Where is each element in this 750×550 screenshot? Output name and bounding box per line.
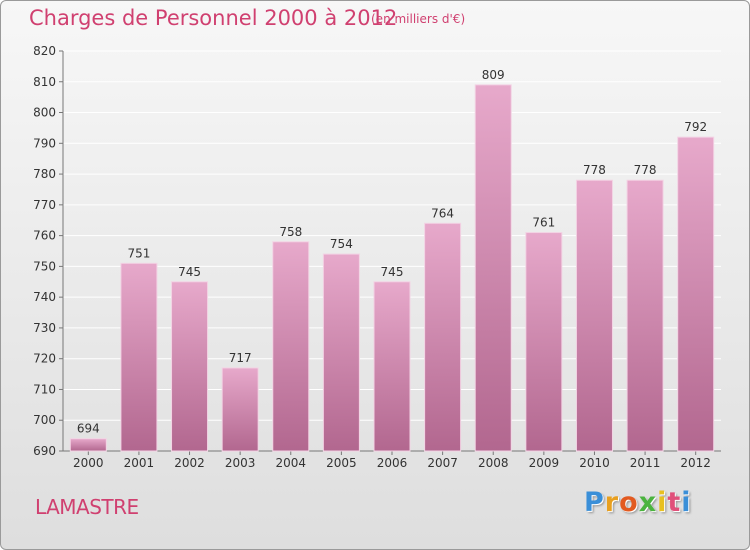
data-label: 758: [279, 225, 302, 239]
data-label: 754: [330, 237, 353, 251]
logo-letter: P: [584, 487, 605, 518]
data-label: 778: [634, 163, 657, 177]
bar: [171, 281, 209, 452]
labels: 690 700 710 720 730 740 750 760 770 780 790 800 810 8…: [33, 44, 711, 470]
data-label: 778: [583, 163, 606, 177]
y-tick-label: 750: [33, 259, 56, 273]
bar: [626, 179, 664, 452]
y-tick-label: 730: [33, 321, 56, 335]
data-label: 792: [684, 120, 707, 134]
x-tick-label: 2003: [225, 456, 256, 470]
y-tick-label: 800: [33, 106, 56, 120]
unit-note: (en milliers d'€): [371, 12, 466, 26]
data-label: 809: [482, 68, 505, 82]
y-tick-label: 710: [33, 382, 56, 396]
y-tick-label: 760: [33, 229, 56, 243]
x-tick-label: 2001: [124, 456, 155, 470]
bar: [575, 179, 613, 452]
y-tick-label: 790: [33, 136, 56, 150]
x-tick-label: 2004: [275, 456, 306, 470]
proxiti-logo: Proxiti: [584, 487, 692, 518]
y-tick-label: 690: [33, 444, 56, 458]
data-label: 717: [229, 351, 252, 365]
y-tick-label: 700: [33, 413, 56, 427]
chart-title: Charges de Personnel 2000 à 2012: [29, 6, 398, 30]
logo-letter: i: [657, 487, 668, 518]
logo-letter: o: [619, 487, 639, 518]
logo-letter: t: [667, 487, 682, 518]
y-tick-label: 770: [33, 198, 56, 212]
bar: [373, 281, 411, 452]
x-tick-label: 2005: [326, 456, 357, 470]
x-tick-label: 2012: [680, 456, 711, 470]
y-tick-label: 740: [33, 290, 56, 304]
bar: [424, 222, 462, 452]
bars: [69, 84, 715, 452]
logo-letter: x: [638, 487, 658, 518]
x-tick-label: 2008: [478, 456, 509, 470]
x-tick-label: 2011: [630, 456, 661, 470]
x-tick-label: 2002: [174, 456, 205, 470]
x-tick-label: 2007: [427, 456, 458, 470]
bar: [221, 367, 259, 452]
logo-letter: i: [681, 487, 692, 518]
x-tick-label: 2006: [377, 456, 408, 470]
bar: [525, 232, 563, 452]
bar: [677, 136, 715, 452]
bar: [120, 262, 158, 452]
y-tick-label: 720: [33, 352, 56, 366]
bar: [272, 241, 310, 452]
bar: [69, 438, 107, 452]
x-tick-label: 2000: [73, 456, 104, 470]
bar: [474, 84, 512, 452]
y-tick-label: 820: [33, 44, 56, 58]
y-tick-label: 810: [33, 75, 56, 89]
data-label: 761: [532, 216, 555, 230]
bar: [322, 253, 360, 452]
data-label: 745: [178, 265, 201, 279]
commune-name: LAMASTRE: [35, 495, 139, 519]
data-label: 694: [77, 422, 100, 436]
x-tick-label: 2010: [579, 456, 610, 470]
y-tick-label: 780: [33, 167, 56, 181]
logo-letter: r: [604, 487, 620, 518]
data-label: 745: [381, 265, 404, 279]
data-label: 764: [431, 206, 454, 220]
data-label: 751: [127, 246, 150, 260]
x-tick-label: 2009: [529, 456, 560, 470]
